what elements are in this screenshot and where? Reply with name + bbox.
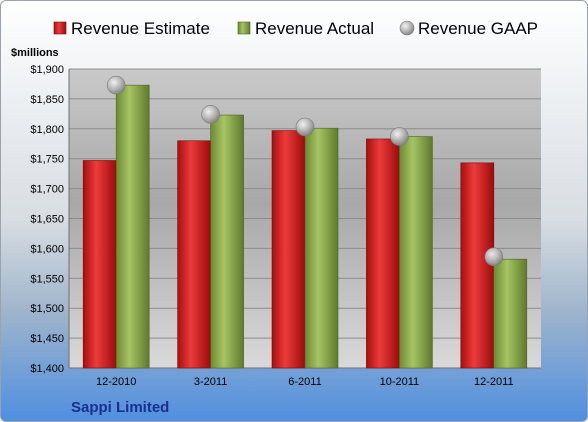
y-tick-label: $1,750	[30, 154, 64, 166]
y-tick-label: $1,450	[30, 333, 64, 345]
y-tick-label: $1,800	[30, 124, 64, 136]
y-tick-label: $1,500	[30, 303, 64, 315]
estimate-bar	[177, 140, 211, 369]
legend-label: Revenue Estimate	[71, 19, 210, 38]
actual-bar	[115, 84, 150, 369]
x-tick-label: 3-2011	[194, 376, 227, 388]
legend-actual-swatch	[237, 21, 251, 35]
x-tick-label: 12-2010	[96, 376, 136, 388]
estimate-bar	[82, 160, 117, 369]
x-tick-label: 10-2011	[380, 376, 420, 388]
y-tick-label: $1,900	[30, 64, 64, 76]
actual-bar	[399, 136, 433, 369]
x-tick-label: 12-2011	[474, 376, 514, 388]
gaap-marker	[106, 75, 126, 95]
actual-bar	[493, 258, 528, 369]
x-tick-label: 6-2011	[288, 376, 321, 388]
y-tick-label: $1,700	[30, 184, 64, 196]
gaap-marker	[484, 247, 504, 267]
estimate-bar	[460, 162, 495, 369]
actual-bar	[210, 114, 244, 369]
y-tick-label: $1,850	[30, 94, 64, 106]
legend-label: Revenue GAAP	[418, 19, 538, 38]
y-tick-label: $1,650	[30, 214, 64, 226]
y-tick-label: $1,550	[30, 273, 64, 285]
y-axis-label: $millions	[11, 47, 59, 59]
gaap-marker	[295, 117, 315, 137]
gaap-marker	[390, 127, 409, 146]
legend-gaap-swatch	[399, 20, 415, 36]
y-tick-label: $1,600	[30, 243, 64, 255]
actual-bar	[304, 127, 339, 369]
legend-estimate-swatch	[53, 21, 67, 35]
company-name: Sappi Limited	[71, 399, 170, 416]
estimate-bar	[366, 138, 400, 369]
estimate-bar	[271, 130, 306, 369]
legend-label: Revenue Actual	[255, 19, 374, 38]
gaap-marker	[201, 105, 220, 124]
y-tick-label: $1,400	[30, 363, 64, 375]
